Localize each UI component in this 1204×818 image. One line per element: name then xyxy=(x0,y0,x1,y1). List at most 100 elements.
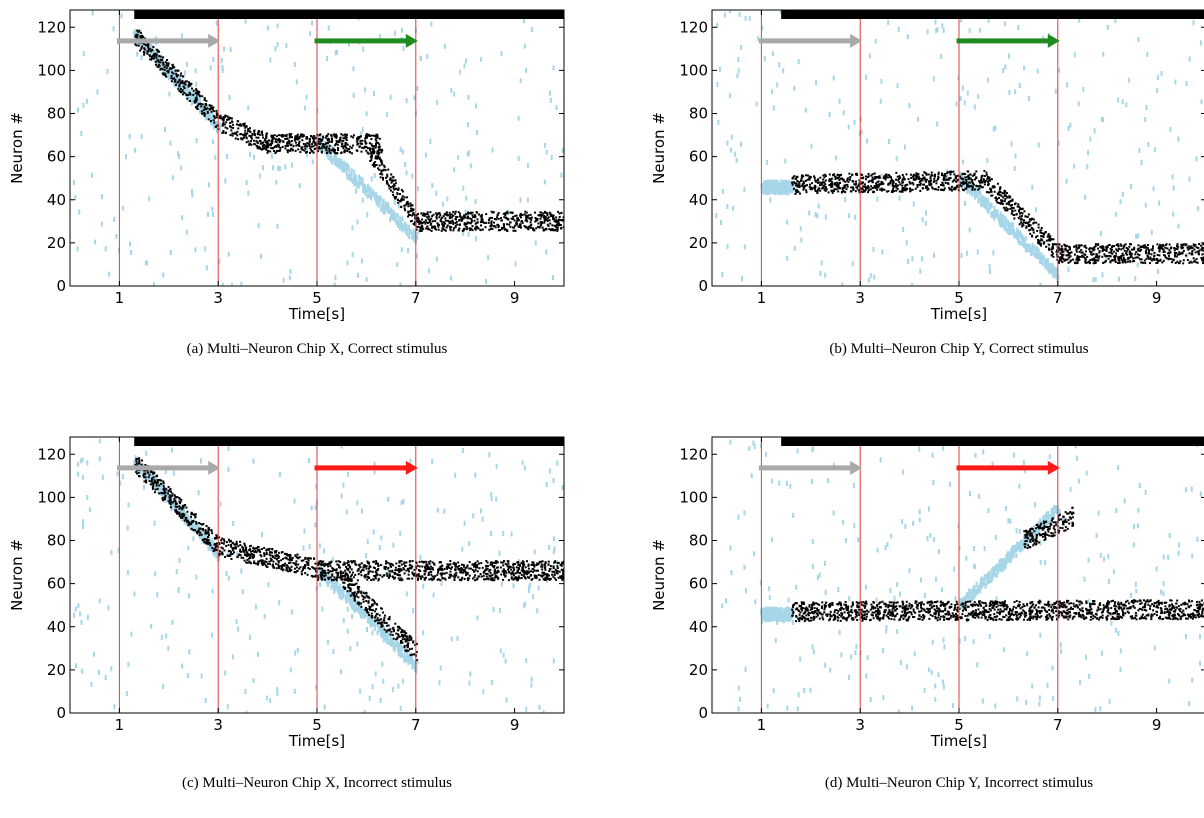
noise-spike xyxy=(1067,267,1069,272)
noise-spike xyxy=(962,86,964,91)
network-spike xyxy=(326,152,328,154)
noise-spike xyxy=(212,589,214,594)
noise-spike xyxy=(454,473,456,478)
network-spike xyxy=(1172,259,1174,261)
network-spike xyxy=(1115,252,1117,254)
noise-spike xyxy=(89,507,91,512)
noise-spike xyxy=(276,224,278,229)
network-spike xyxy=(1132,257,1134,259)
network-spike xyxy=(441,221,443,223)
network-spike xyxy=(466,226,468,228)
noise-spike xyxy=(515,261,517,266)
noise-spike xyxy=(786,256,788,261)
network-spike xyxy=(432,226,434,228)
network-spike xyxy=(446,214,448,216)
network-spike xyxy=(1099,250,1101,252)
network-spike xyxy=(967,178,969,180)
network-spike xyxy=(1163,260,1165,262)
noise-spike xyxy=(1141,160,1143,165)
network-spike xyxy=(1197,251,1199,253)
noise-spike xyxy=(491,680,493,685)
network-spike xyxy=(295,150,297,152)
network-spike xyxy=(1130,243,1132,245)
network-spike xyxy=(874,173,876,175)
network-spike xyxy=(1068,257,1070,259)
network-spike xyxy=(263,147,265,149)
noise-spike xyxy=(538,585,540,590)
noise-spike xyxy=(186,62,188,67)
network-spike xyxy=(423,221,425,223)
network-spike xyxy=(193,90,195,92)
noise-spike xyxy=(1188,177,1190,182)
network-spike xyxy=(163,66,165,68)
network-spike xyxy=(1145,246,1147,248)
noise-spike xyxy=(527,163,529,168)
network-spike xyxy=(537,214,539,216)
noise-spike xyxy=(178,588,180,593)
noise-spike xyxy=(379,34,381,39)
network-spike xyxy=(1095,243,1097,245)
network-spike xyxy=(259,134,261,136)
network-spike xyxy=(1097,259,1099,261)
network-spike xyxy=(390,173,392,175)
network-spike xyxy=(1013,214,1015,216)
network-spike xyxy=(458,227,460,229)
network-spike xyxy=(811,182,813,184)
network-spike xyxy=(1068,252,1070,254)
network-spike xyxy=(951,190,953,192)
noise-spike xyxy=(841,283,843,288)
network-spike xyxy=(999,186,1001,188)
network-spike xyxy=(802,183,804,185)
noise-spike xyxy=(326,56,328,61)
network-spike xyxy=(345,143,347,145)
network-spike xyxy=(818,187,820,189)
network-spike xyxy=(1091,258,1093,260)
noise-spike xyxy=(553,478,555,483)
network-spike xyxy=(1200,245,1202,247)
noise-spike xyxy=(960,253,962,258)
noise-spike xyxy=(1100,231,1102,236)
noise-spike xyxy=(99,598,101,603)
noise-spike xyxy=(141,134,143,139)
noise-spike xyxy=(773,105,775,110)
network-spike xyxy=(329,152,331,154)
network-spike xyxy=(1086,262,1088,264)
network-spike xyxy=(543,229,545,231)
noise-spike xyxy=(283,278,285,283)
network-spike xyxy=(810,187,812,189)
noise-spike xyxy=(228,576,230,581)
network-spike xyxy=(1064,244,1066,246)
network-spike xyxy=(434,225,436,227)
stimulus-spike xyxy=(1025,236,1027,241)
network-spike xyxy=(1198,253,1200,255)
network-spike xyxy=(876,185,878,187)
network-spike xyxy=(270,144,272,146)
noise-spike xyxy=(556,461,558,466)
network-spike xyxy=(195,92,197,94)
noise-spike xyxy=(351,225,353,230)
noise-spike xyxy=(150,624,152,629)
noise-spike xyxy=(173,471,175,476)
noise-spike xyxy=(1134,276,1136,281)
network-spike xyxy=(847,181,849,183)
network-spike xyxy=(1059,248,1061,250)
network-spike xyxy=(269,150,271,152)
network-spike xyxy=(793,181,795,183)
network-spike xyxy=(1083,256,1085,258)
network-spike xyxy=(1195,251,1197,253)
network-spike xyxy=(472,216,474,218)
stimulus-spike xyxy=(382,198,384,203)
network-spike xyxy=(825,186,827,188)
noise-spike xyxy=(192,536,194,541)
network-spike xyxy=(304,150,306,152)
network-spike xyxy=(867,176,869,178)
network-spike xyxy=(974,178,976,180)
network-spike xyxy=(142,36,144,38)
network-spike xyxy=(855,184,857,186)
noise-spike xyxy=(529,583,531,588)
network-spike xyxy=(295,135,297,137)
y-tick-label: 100 xyxy=(679,61,708,79)
network-spike xyxy=(1085,262,1087,264)
noise-spike xyxy=(236,619,238,624)
